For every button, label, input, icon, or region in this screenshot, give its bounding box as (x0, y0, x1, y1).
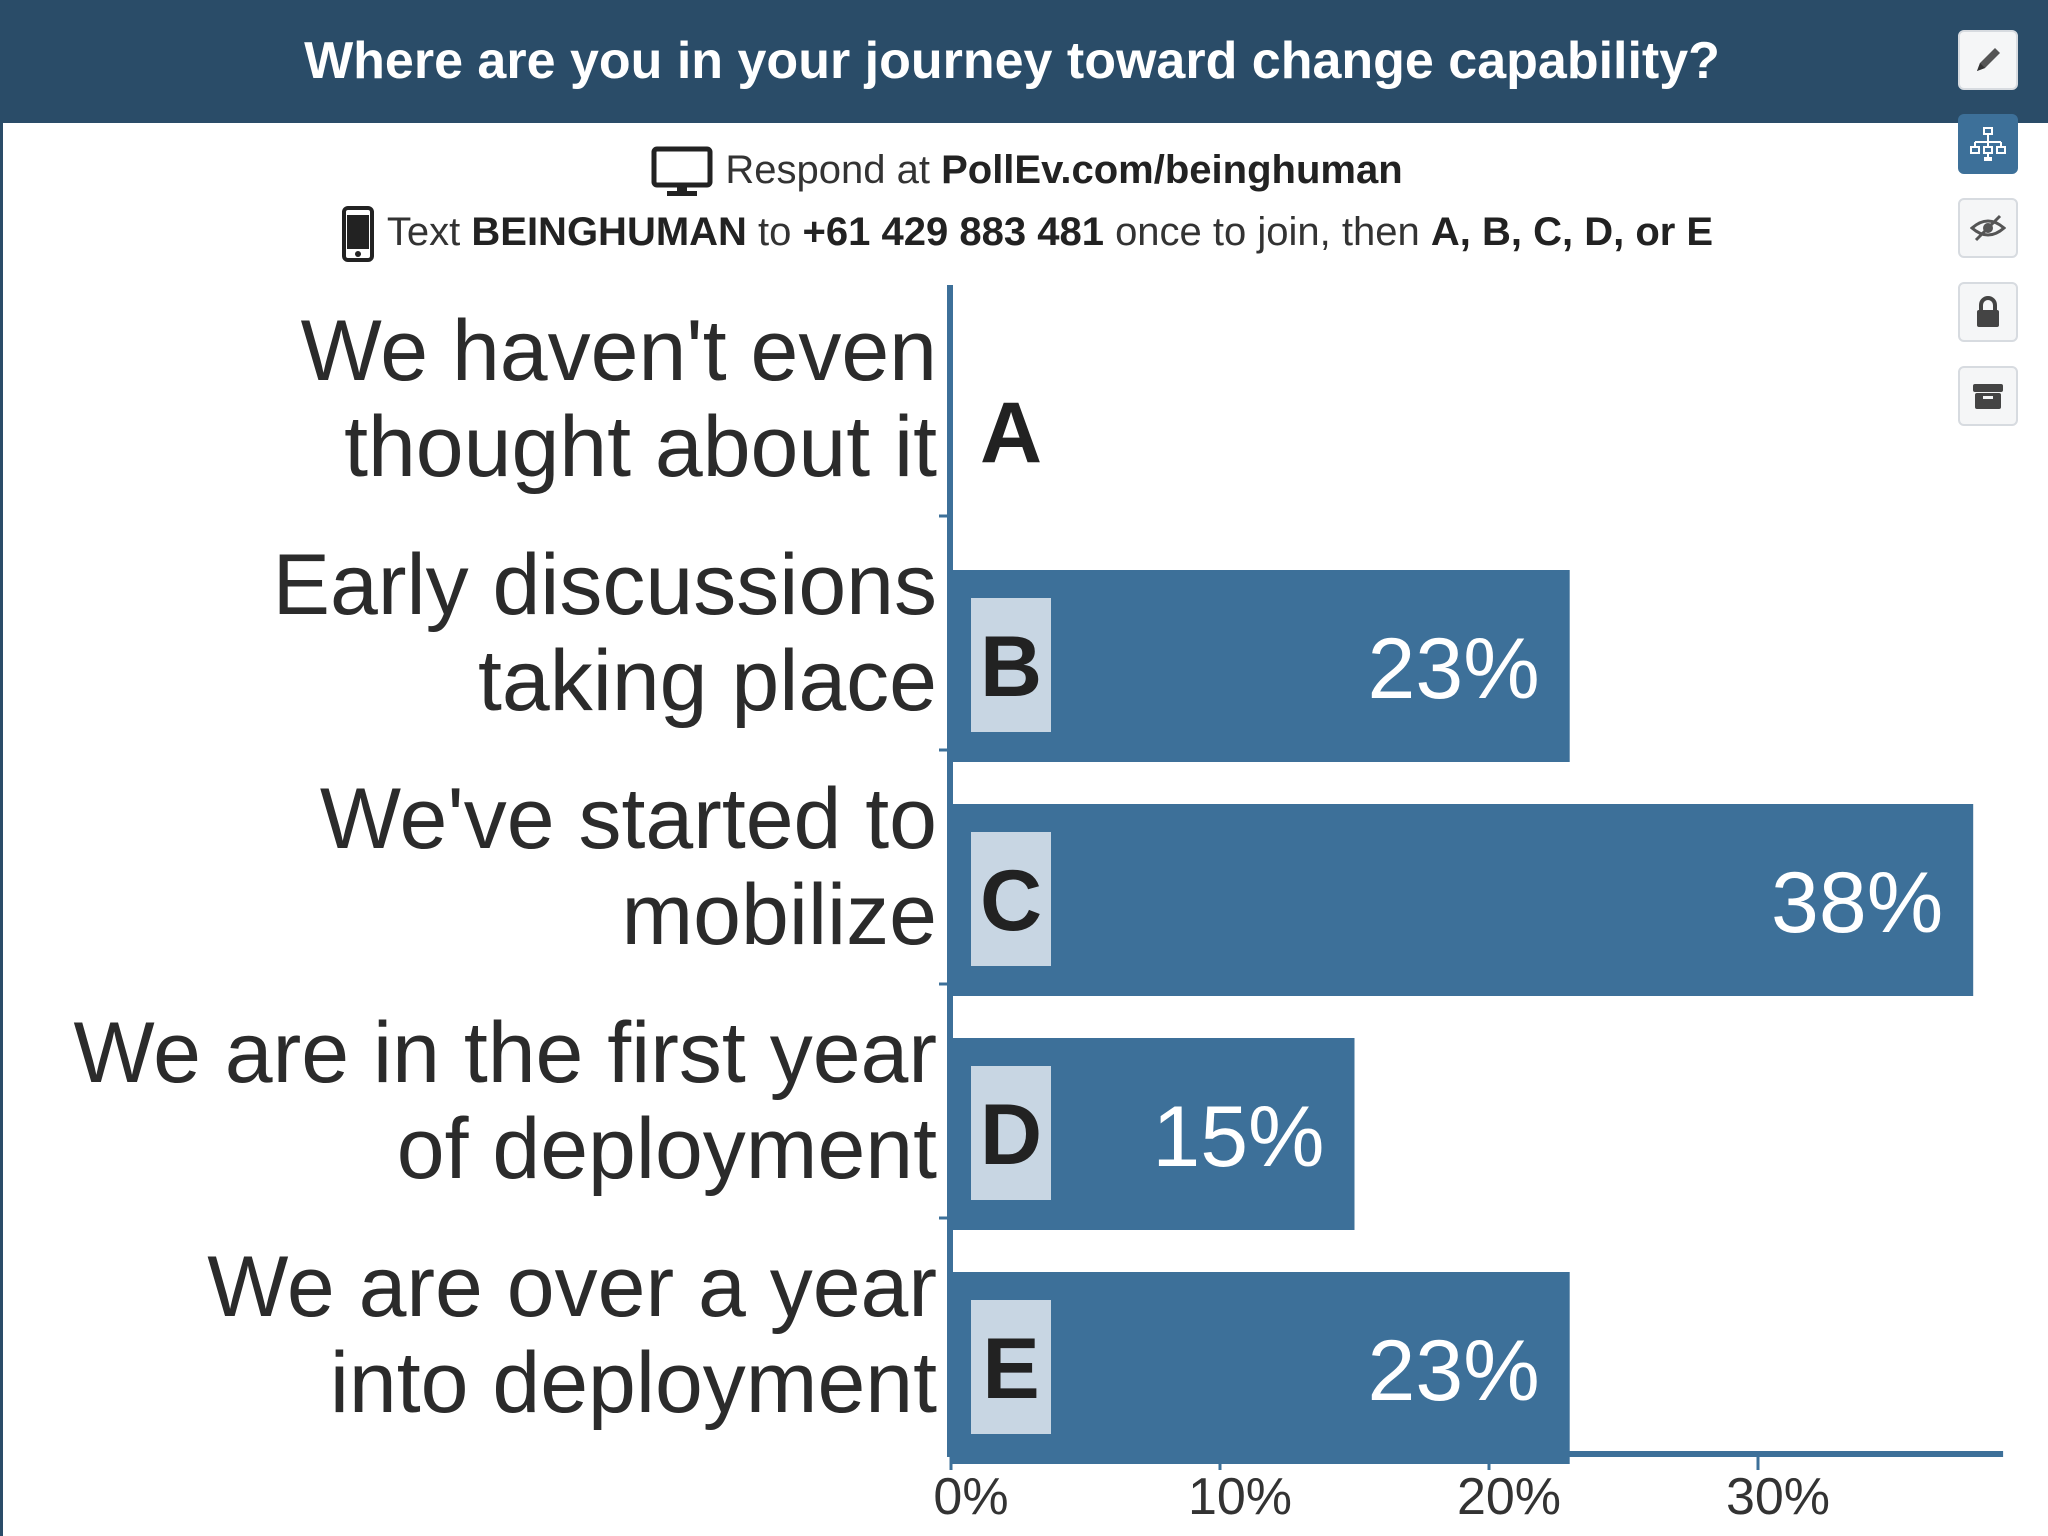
text-prefix: Text (386, 210, 461, 254)
pencil-icon (1977, 48, 2000, 71)
category-label-d: We are in the first year (73, 1005, 937, 1101)
poll-title: Where are you in your journey toward cha… (304, 32, 1720, 90)
respond-url[interactable]: PollEv.com/beinghuman (941, 148, 1403, 192)
phone-icon (341, 206, 374, 263)
category-label-b: Early discussions (273, 537, 937, 633)
pencil-button[interactable] (1958, 30, 2018, 90)
presenter-toolbar (1958, 30, 2022, 450)
text-options: A, B, C, D, or E (1430, 210, 1714, 254)
value-label-e: 23% (1368, 1323, 1540, 1419)
respond-prefix: Respond at (725, 148, 930, 192)
x-tick-label: 30% (1726, 1468, 1830, 1526)
eye-hidden-icon (1970, 214, 2006, 242)
network-button[interactable] (1958, 114, 2018, 174)
category-label-e: We are over a year (207, 1239, 937, 1335)
letter-box-b (971, 598, 1051, 732)
category-label-c: mobilize (622, 867, 937, 963)
value-label-c: 38% (1771, 855, 1943, 951)
value-label-b: 23% (1368, 621, 1540, 717)
option-letter-d: D (980, 1087, 1042, 1183)
header-bar: Where are you in your journey toward cha… (3, 0, 2048, 123)
bar-b (951, 570, 1570, 762)
x-tick-label: 10% (1188, 1468, 1292, 1526)
category-label-a: We haven't even (301, 303, 937, 399)
letter-box-e (971, 1300, 1051, 1434)
category-label-b: taking place (478, 633, 937, 729)
bar-e (951, 1272, 1570, 1464)
text-instructions: Text BEINGHUMAN to +61 429 883 481 once … (3, 200, 2048, 264)
x-tick-label: 20% (1457, 1468, 1561, 1526)
monitor-icon (651, 146, 713, 197)
lock-button[interactable] (1958, 282, 2018, 342)
category-label-c: We've started to (320, 771, 937, 867)
category-label-e: into deployment (330, 1335, 937, 1431)
value-label-d: 15% (1152, 1089, 1324, 1185)
archive-button[interactable] (1958, 366, 2018, 426)
option-letter-b: B (980, 619, 1042, 715)
option-letter-a: A (980, 385, 1042, 481)
letter-box-c (971, 832, 1051, 966)
archive-icon (1973, 384, 2003, 409)
lock-icon (1977, 296, 1999, 327)
text-number: +61 429 883 481 (802, 210, 1104, 254)
text-middle: once to join, then (1115, 210, 1420, 254)
hide-responses-button[interactable] (1958, 198, 2018, 258)
network-icon (1970, 127, 2006, 161)
text-keyword: BEINGHUMAN (471, 210, 747, 254)
text-to: to (758, 210, 792, 254)
category-label-a: thought about it (344, 399, 937, 495)
respond-instructions: Respond at PollEv.com/beinghuman (3, 140, 2048, 200)
category-label-d: of deployment (397, 1101, 937, 1197)
option-letter-c: C (980, 853, 1042, 949)
x-tick-label: 0% (933, 1468, 1008, 1526)
letter-box-d (971, 1066, 1051, 1200)
option-letter-e: E (982, 1321, 1039, 1417)
bar-c (951, 804, 1974, 996)
